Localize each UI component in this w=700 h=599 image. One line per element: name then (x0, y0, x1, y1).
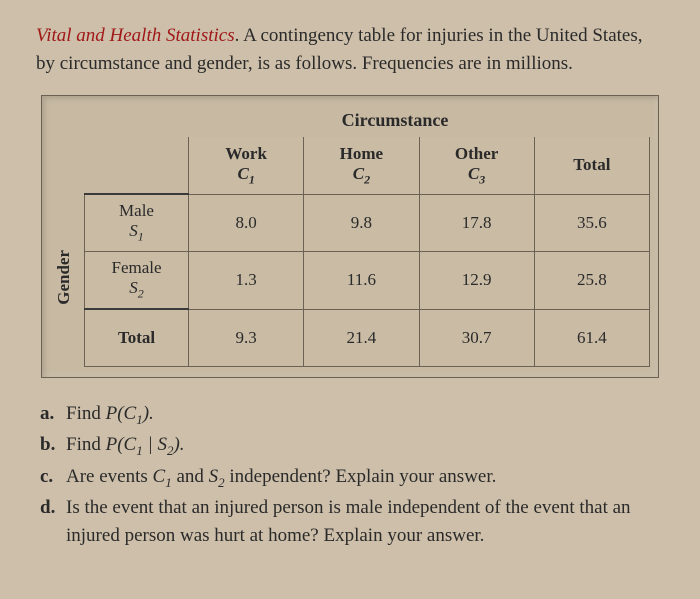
contingency-table: Circumstance Gender Work C1 Home C2 Othe… (41, 95, 659, 378)
row-header-female: Female S2 (85, 252, 189, 310)
col-header-other: Other C3 (419, 137, 534, 194)
expr-b: P(C1 | S2). (106, 434, 185, 455)
cell-female-home: 11.6 (304, 252, 419, 310)
col-header-work: Work C1 (189, 137, 304, 194)
cell-female-other: 12.9 (419, 252, 534, 310)
expr-a: P(C1). (106, 403, 154, 424)
question-a: a. Find P(C1). (40, 400, 664, 429)
stub-cell (85, 137, 189, 194)
intro-paragraph: Vital and Health Statistics. A contingen… (36, 22, 664, 77)
column-axis-label: Circumstance (140, 110, 650, 131)
col-header-home: Home C2 (304, 137, 419, 194)
cell-female-work: 1.3 (189, 252, 304, 310)
cell-total-home: 21.4 (304, 309, 419, 367)
cell-female-total: 25.8 (534, 252, 649, 310)
question-d: d. Is the event that an injured person i… (40, 494, 664, 551)
cell-male-other: 17.8 (419, 194, 534, 252)
cell-male-home: 9.8 (304, 194, 419, 252)
row-header-total: Total (85, 309, 189, 367)
cell-total-work: 9.3 (189, 309, 304, 367)
question-c: c. Are events C1 and S2 independent? Exp… (40, 463, 664, 492)
question-list: a. Find P(C1). b. Find P(C1 | S2). c. Ar… (36, 400, 664, 551)
cell-male-work: 8.0 (189, 194, 304, 252)
col-header-total: Total (534, 137, 649, 194)
row-header-male: Male S1 (85, 194, 189, 252)
row-axis-label: Gender (50, 250, 78, 305)
cell-grand-total: 61.4 (534, 309, 649, 367)
cell-male-total: 35.6 (534, 194, 649, 252)
source-title: Vital and Health Statistics (36, 25, 235, 46)
expr-c: C1 (153, 466, 172, 487)
question-b: b. Find P(C1 | S2). (40, 431, 664, 460)
cell-total-other: 30.7 (419, 309, 534, 367)
